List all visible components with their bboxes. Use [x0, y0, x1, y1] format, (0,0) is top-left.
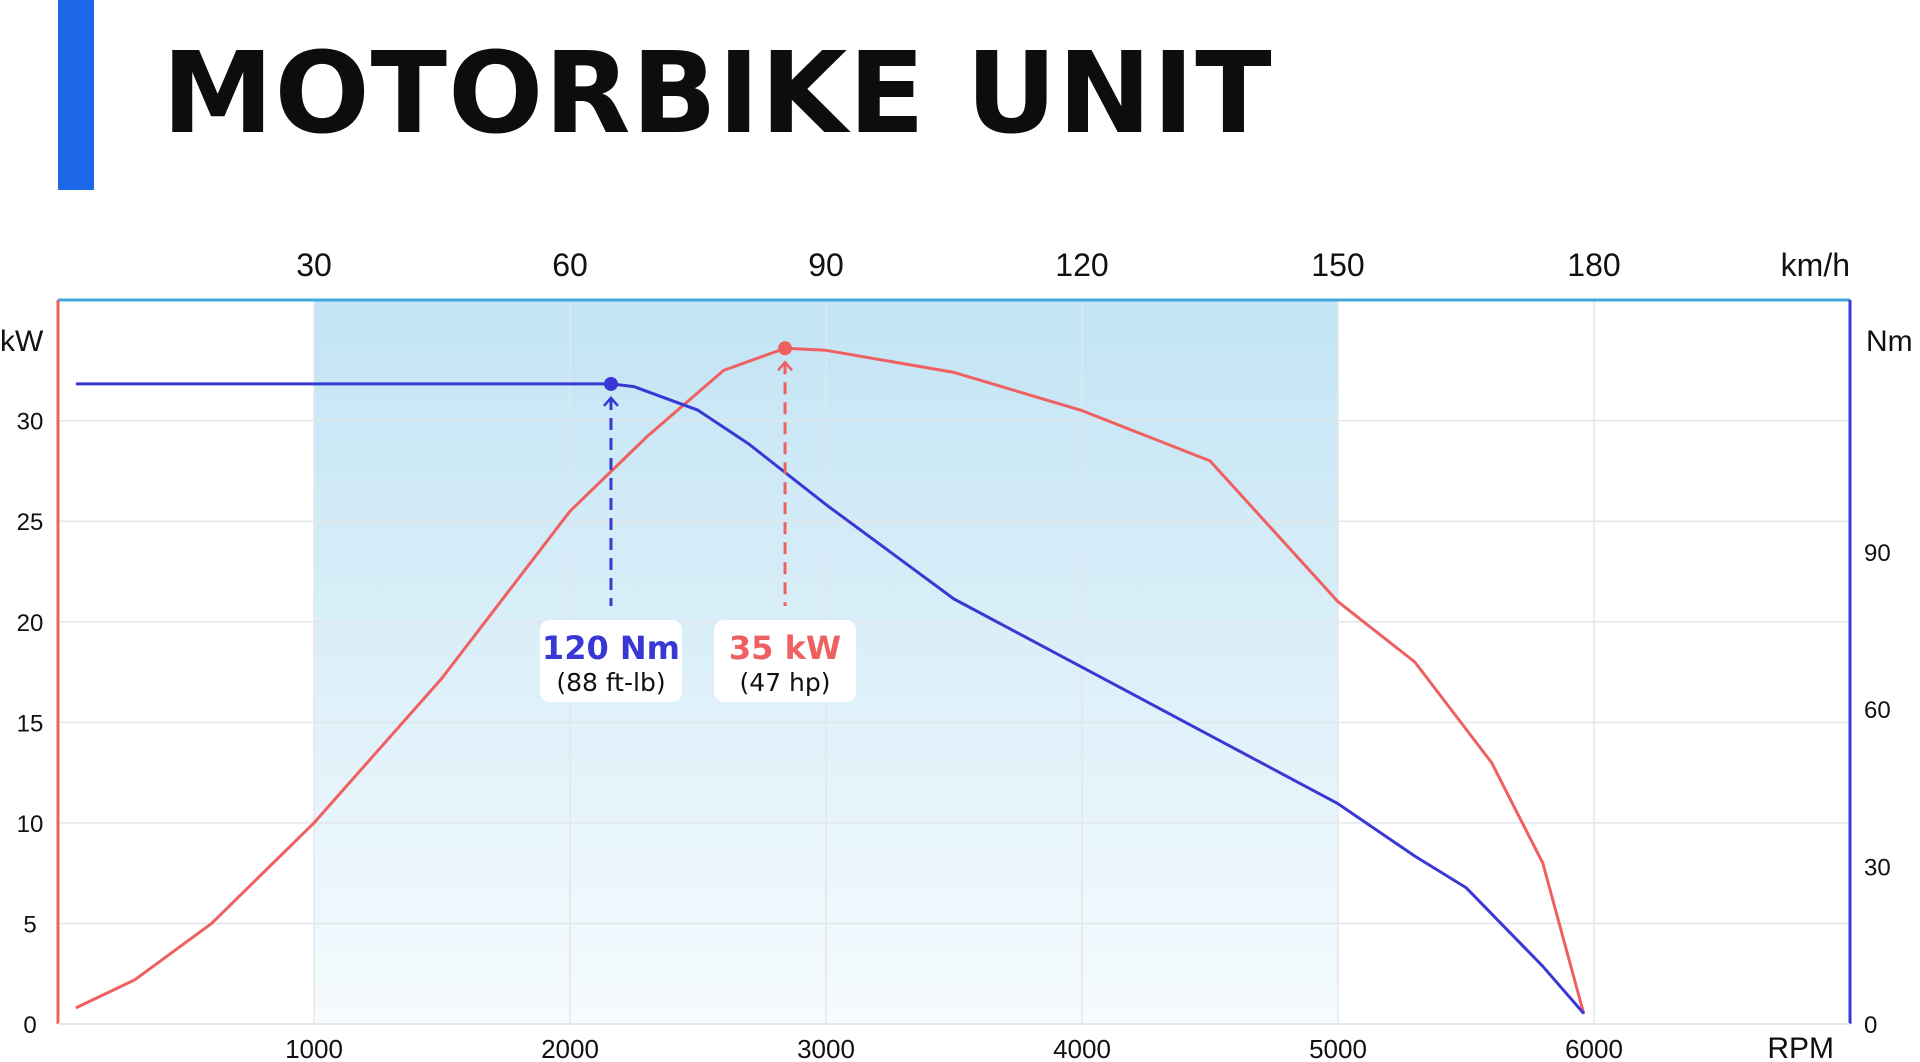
annotation-box-torque — [539, 620, 682, 702]
y-left-tick-labels: 0 5 10 15 20 25 30 — [17, 409, 44, 1039]
y-right-tick-label: 0 — [1864, 1012, 1877, 1039]
y-left-axis-label: kW — [0, 325, 44, 358]
x-tick-label: 3000 — [797, 1034, 855, 1062]
y-right-tick-labels: 0 30 60 90 — [1864, 540, 1891, 1039]
annotation-box-power — [714, 620, 857, 702]
x2-tick-label: 60 — [552, 247, 588, 283]
x-tick-label: 6000 — [1565, 1034, 1623, 1062]
x-tick-label: 1000 — [285, 1034, 343, 1062]
series-line-power — [75, 346, 1586, 1015]
y-left-tick-label: 30 — [17, 409, 44, 436]
annotation-sub-torque: (88 ft-lb) — [556, 668, 665, 697]
y-right-tick-label: 60 — [1864, 697, 1891, 724]
y-left-tick-label: 20 — [17, 610, 44, 637]
annotations: 120 Nm(88 ft-lb) 35 kW(47 hp) — [539, 341, 857, 702]
x-tick-label: 4000 — [1053, 1034, 1111, 1062]
x-axis-label: RPM — [1767, 1032, 1834, 1062]
annotation-value-torque: 120 Nm — [542, 629, 680, 667]
x-tick-labels: 1000 2000 3000 4000 5000 6000 — [285, 1034, 1623, 1062]
title-accent-bar — [58, 0, 94, 190]
y-left-tick-label: 25 — [17, 509, 44, 536]
x2-axis-label: km/h — [1781, 247, 1850, 283]
x2-tick-label: 150 — [1311, 247, 1364, 283]
marker-torque — [603, 376, 618, 391]
x2-tick-label: 180 — [1567, 247, 1620, 283]
y-left-tick-label: 0 — [23, 1012, 36, 1039]
x2-tick-label: 90 — [808, 247, 844, 283]
marker-power — [778, 341, 793, 356]
annotation-value-power: 35 kW — [729, 629, 841, 667]
x-tick-label: 5000 — [1309, 1034, 1367, 1062]
annotation-sub-power: (47 hp) — [740, 668, 831, 697]
grid-lines — [58, 300, 1850, 1024]
x-tick-label: 2000 — [541, 1034, 599, 1062]
x2-tick-label: 30 — [296, 247, 332, 283]
y-left-tick-label: 15 — [17, 710, 44, 737]
y-right-tick-label: 90 — [1864, 540, 1891, 567]
arrow-up-icon — [603, 396, 619, 407]
y-left-tick-label: 10 — [17, 811, 44, 838]
x2-tick-labels: 30 60 90 120 150 180 — [296, 247, 1620, 283]
y-right-tick-label: 30 — [1864, 855, 1891, 882]
y-left-tick-label: 5 — [23, 911, 36, 938]
series-line-torque — [75, 382, 1585, 1015]
y-right-axis-label: Nm — [1866, 325, 1913, 358]
page-title: MOTORBIKE UNIT — [162, 29, 1273, 159]
arrow-up-icon — [777, 360, 793, 372]
x2-tick-label: 120 — [1055, 247, 1108, 283]
